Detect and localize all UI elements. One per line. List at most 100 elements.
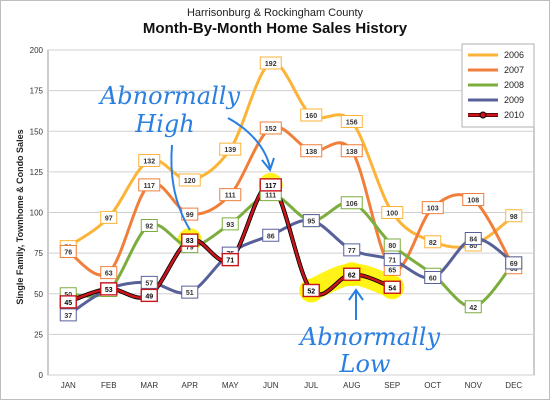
data-label-text: 192: [265, 61, 277, 68]
y-tick-150: 150: [30, 127, 44, 136]
legend-label: 2007: [504, 65, 524, 75]
data-label-2010-aug: 62: [343, 267, 361, 281]
x-tick-feb: FEB: [101, 381, 117, 390]
data-label-box: [383, 253, 401, 267]
data-label-2009-dec: 69: [505, 256, 523, 270]
chart-subtitle: Harrisonburg & Rockingham County: [186, 7, 364, 19]
annotation-abnormally-low-line2: Low: [339, 350, 391, 378]
data-label-box: [100, 266, 118, 280]
annotation-arrow-to-jun: [227, 117, 271, 169]
data-labels: 79 97 132 120 139 192 160 156 100 82 80 98 76 63 117 99…: [59, 56, 523, 322]
x-tick-mar: MAR: [140, 381, 158, 390]
data-label-2009-aug: 77: [343, 243, 361, 257]
data-label-box: [424, 235, 442, 249]
data-label-box: [219, 142, 242, 156]
y-tick-50: 50: [34, 290, 43, 299]
data-label-box: [100, 210, 118, 224]
data-label-2006-feb: 97: [100, 210, 118, 224]
data-label-box: [464, 300, 482, 314]
annotation-arrow-head-jun: [261, 157, 275, 173]
x-tick-aug: AUG: [343, 381, 360, 390]
data-label-2010-mar: 49: [140, 288, 158, 303]
data-label-text: 152: [265, 126, 277, 133]
data-label-2009-jan: 37: [59, 308, 77, 322]
data-label-2007-sep: 65: [383, 262, 401, 276]
annotation-abnormally-low-line1: Abnormally: [298, 323, 440, 351]
legend-entry-2010: 2010: [468, 110, 524, 120]
data-label-text: 77: [348, 248, 356, 255]
data-label-text: 71: [226, 258, 234, 265]
data-label-2007-nov: 108: [462, 193, 485, 206]
x-tick-sep: SEP: [384, 381, 400, 390]
data-label-box: [138, 178, 161, 192]
data-label-text: 120: [184, 178, 196, 185]
data-label-2010-feb: 53: [100, 282, 118, 296]
legend-label: 2008: [504, 80, 524, 90]
data-label-text: 99: [186, 212, 194, 219]
data-label-text: 97: [105, 215, 113, 222]
data-label-2009-oct: 60: [424, 271, 442, 284]
data-label-2006-may: 139: [219, 142, 242, 156]
y-tick-0: 0: [39, 371, 44, 380]
data-label-2007-jul: 138: [300, 144, 323, 158]
annotation-abnormally-high-line2: High: [134, 110, 194, 138]
data-label-box: [383, 280, 401, 294]
data-label-box: [340, 115, 363, 128]
data-label-text: 92: [145, 224, 153, 231]
data-label-text: 160: [305, 113, 317, 120]
data-label-text: 117: [265, 183, 276, 190]
data-label-2006-dec: 98: [505, 209, 523, 223]
data-label-box: [178, 173, 201, 187]
data-label-box: [219, 188, 242, 202]
data-label-text: 37: [64, 313, 72, 320]
x-tick-labels: JAN FEB MAR APR MAY JUN JUL AUG SEP OCT NOV DEC: [61, 381, 523, 390]
data-label-2010-apr: 83: [181, 233, 199, 247]
y-tick-125: 125: [30, 168, 44, 177]
legend-marker: [479, 111, 487, 119]
x-tick-dec: DEC: [505, 381, 522, 390]
data-label-text: 100: [386, 211, 398, 218]
data-label-box: [221, 217, 239, 231]
data-label-text: 84: [469, 237, 477, 244]
data-label-text: 111: [225, 193, 236, 200]
data-label-text: 60: [429, 276, 437, 283]
data-label-box: [381, 206, 404, 219]
data-label-text: 80: [388, 243, 396, 250]
legend-entry-2006: 2006: [468, 50, 524, 60]
data-label-text: 69: [510, 261, 518, 268]
data-label-2007-jun: 152: [259, 121, 282, 135]
annotation-arrow-to-apr: [170, 144, 191, 231]
x-tick-jun: JUN: [263, 381, 279, 390]
data-label-text: 51: [186, 290, 194, 297]
data-label-text: 106: [346, 201, 358, 208]
data-label-2009-nov: 84: [464, 232, 482, 245]
data-label-2007-aug: 138: [340, 144, 363, 158]
data-label-box: [300, 108, 323, 122]
data-label-2007-feb: 63: [100, 266, 118, 280]
data-label-box: [262, 228, 280, 242]
data-label-text: 62: [348, 272, 356, 279]
data-label-box: [302, 283, 320, 298]
data-label-2006-apr: 120: [178, 173, 201, 187]
data-label-box: [343, 243, 361, 257]
data-label-2010-jan: 45: [59, 295, 77, 309]
data-label-text: 95: [307, 219, 315, 226]
x-tick-jul: JUL: [304, 381, 319, 390]
data-label-2007-may: 111: [219, 188, 242, 202]
data-label-2010-sep: 54: [383, 280, 401, 294]
data-label-2007-mar: 117: [138, 178, 161, 192]
data-label-box: [340, 196, 363, 210]
data-label-text: 54: [388, 285, 396, 292]
x-tick-may: MAY: [222, 381, 239, 390]
data-label-text: 42: [469, 305, 477, 312]
data-label-box: [300, 144, 323, 158]
data-label-box: [140, 288, 158, 303]
data-label-2009-mar: 57: [140, 275, 158, 289]
data-label-box: [138, 154, 161, 167]
data-label-text: 45: [64, 300, 72, 307]
data-label-text: 80: [469, 243, 477, 250]
data-label-2008-mar: 92: [140, 219, 158, 232]
data-label-2010-may: 71: [221, 252, 239, 267]
y-tick-75: 75: [34, 249, 43, 258]
